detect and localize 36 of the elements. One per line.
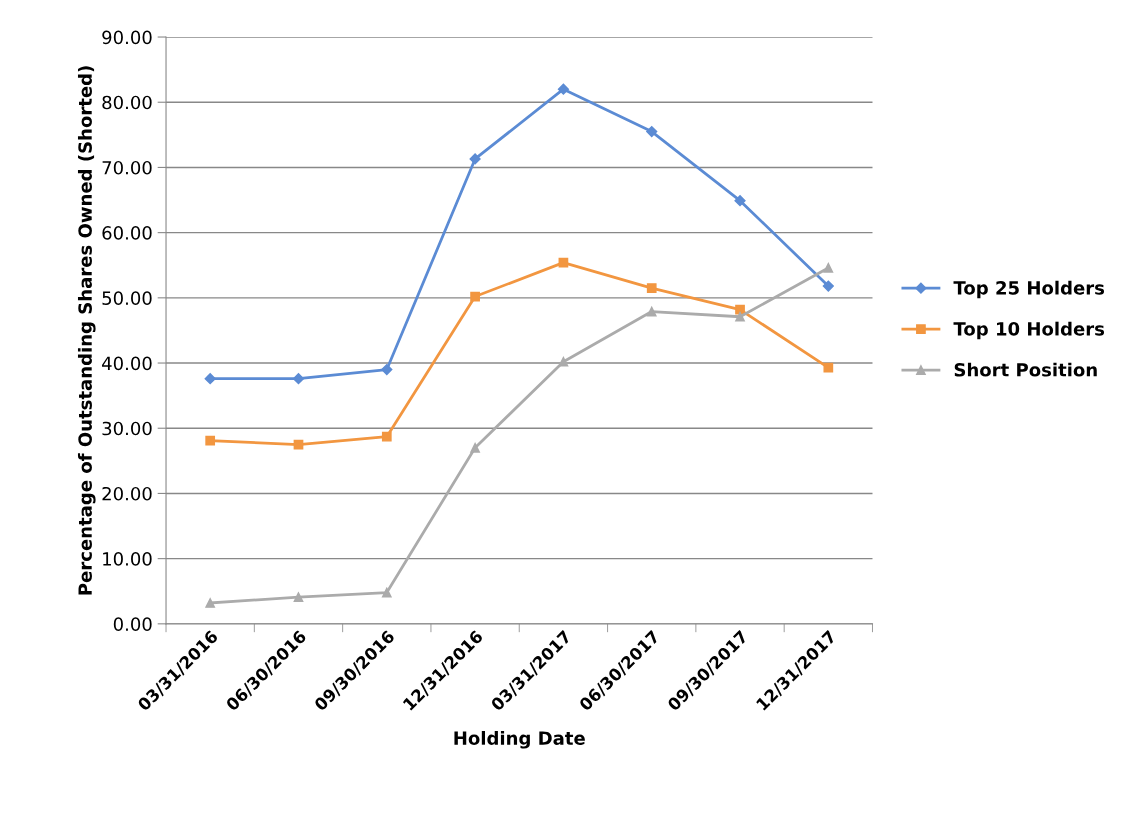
- point: [204, 373, 216, 385]
- point: [381, 431, 392, 442]
- point: [293, 592, 304, 602]
- y-tick-label: 70.00: [102, 160, 152, 175]
- point: [292, 373, 305, 385]
- point: [734, 195, 746, 207]
- y-tick-label: 20.00: [102, 486, 152, 501]
- y-tick-label: 0.00: [113, 617, 152, 631]
- y-tick-label: 40.00: [102, 356, 152, 371]
- point: [646, 125, 658, 138]
- point: [822, 280, 834, 292]
- point: [557, 83, 570, 95]
- legend-label: Short Position: [954, 362, 1097, 377]
- point: [823, 262, 834, 273]
- point: [470, 442, 480, 453]
- y-tick-label: 50.00: [102, 291, 152, 305]
- y-tick-label: 10.00: [103, 552, 152, 566]
- point: [205, 435, 216, 446]
- point: [646, 306, 657, 317]
- y-tick-label: 60.00: [102, 226, 152, 240]
- point: [381, 587, 392, 598]
- legend-label: Top 25 Holders: [953, 280, 1105, 299]
- point: [735, 311, 745, 322]
- point: [381, 363, 393, 376]
- y-axis-title: Percentage of Outstanding Shares Owned (Shorted): [77, 66, 96, 595]
- point: [205, 598, 216, 608]
- x-axis-title: Holding Date: [454, 730, 585, 749]
- legend-label: Top 10 Holders: [953, 321, 1105, 340]
- point: [470, 291, 480, 302]
- point: [823, 362, 834, 373]
- y-tick-label: 30.00: [102, 421, 152, 436]
- point: [735, 304, 745, 315]
- point: [646, 283, 657, 293]
- y-tick-label: 90.00: [102, 30, 152, 45]
- point: [469, 153, 481, 165]
- y-tick-label: 80.00: [102, 95, 152, 110]
